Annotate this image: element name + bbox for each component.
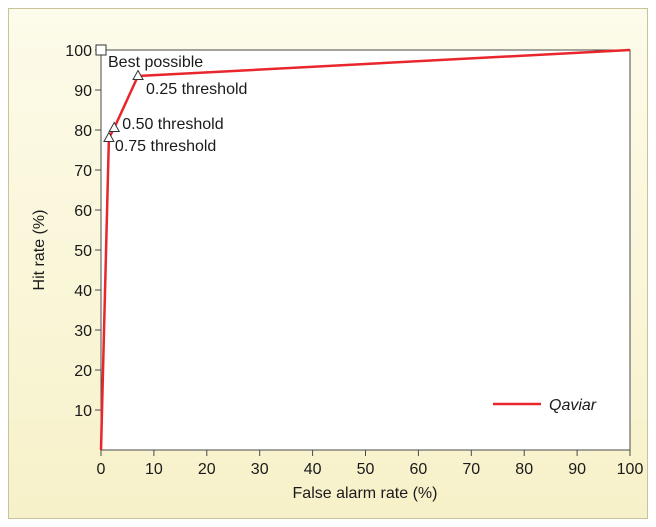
y-axis: 10 20 30 40 50 60 70 80 90 100 <box>65 43 101 420</box>
annotation-label-3: 0.75 threshold <box>115 138 216 155</box>
y-tick-label-70: 70 <box>74 163 92 180</box>
annotation-layer: Best possible 0.25 threshold 0.50 threshol… <box>95 44 247 155</box>
y-tick-label-60: 60 <box>74 203 92 220</box>
y-axis-title: Hit rate (%) <box>31 210 48 291</box>
marker-triangle-3 <box>103 131 115 142</box>
y-tick-label-20: 20 <box>74 363 92 380</box>
y-tick-label-40: 40 <box>74 283 92 300</box>
marker-triangle-2 <box>108 121 121 132</box>
marker-square-0 <box>95 44 107 56</box>
y-tick-label-10: 10 <box>74 403 92 420</box>
x-tick-label-20: 20 <box>198 461 216 478</box>
x-tick-label-50: 50 <box>357 461 375 478</box>
x-axis: 0 10 20 30 40 50 60 70 80 90 100 <box>97 450 644 478</box>
x-tick-label-90: 90 <box>568 461 586 478</box>
legend-label-qaviar: Qaviar <box>549 397 597 414</box>
annotation-label-0: Best possible <box>108 54 203 71</box>
y-tick-label-50: 50 <box>74 243 92 260</box>
x-tick-label-0: 0 <box>97 461 106 478</box>
x-tick-label-10: 10 <box>145 461 163 478</box>
x-tick-label-60: 60 <box>410 461 428 478</box>
annotation-label-1: 0.25 threshold <box>146 81 247 98</box>
x-axis-title: False alarm rate (%) <box>293 485 438 502</box>
x-tick-label-70: 70 <box>462 461 480 478</box>
x-tick-label-40: 40 <box>304 461 322 478</box>
plot-area <box>100 49 631 451</box>
legend: Qaviar <box>493 397 597 414</box>
y-tick-label-30: 30 <box>74 323 92 340</box>
y-tick-label-90: 90 <box>74 83 92 100</box>
annotation-label-2: 0.50 threshold <box>122 116 223 133</box>
marker-triangle-1 <box>132 69 144 80</box>
x-tick-label-100: 100 <box>617 461 644 478</box>
y-tick-label-100: 100 <box>65 43 92 60</box>
x-tick-label-30: 30 <box>251 461 269 478</box>
y-tick-label-80: 80 <box>74 123 92 140</box>
x-tick-label-80: 80 <box>515 461 533 478</box>
